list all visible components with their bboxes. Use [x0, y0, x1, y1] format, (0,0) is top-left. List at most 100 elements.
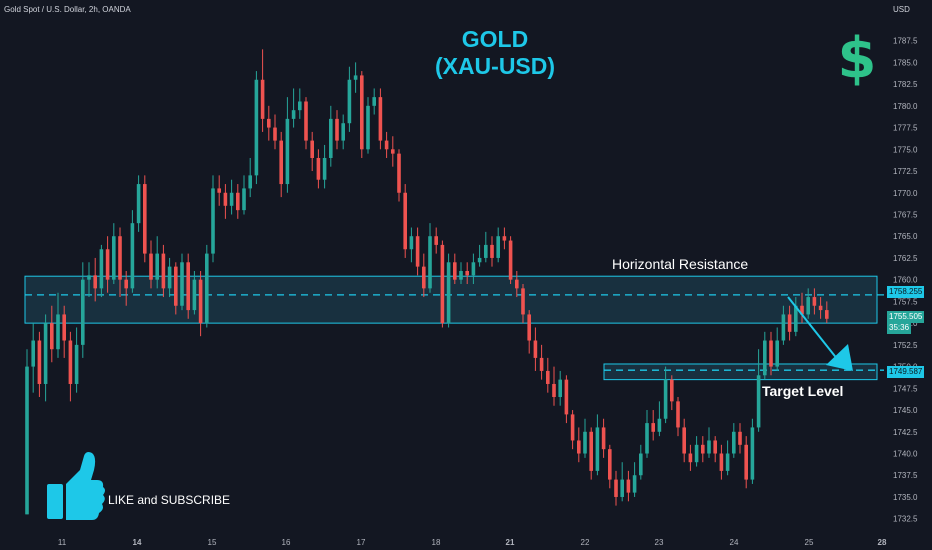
- candle: [508, 236, 513, 285]
- candle-body: [366, 105, 370, 150]
- candle-body: [725, 453, 730, 471]
- candle: [143, 175, 147, 263]
- candle-body: [527, 314, 531, 341]
- candle: [31, 323, 35, 393]
- candle: [577, 427, 581, 463]
- candle: [304, 97, 308, 150]
- candle-body: [546, 370, 550, 384]
- candle-body: [229, 192, 234, 206]
- candle-body: [701, 444, 705, 454]
- candle: [825, 301, 829, 324]
- candle: [248, 157, 252, 198]
- like-subscribe-text[interactable]: LIKE and SUBSCRIBE: [108, 493, 231, 507]
- candle-body: [360, 75, 364, 150]
- target-arrow-shaft: [787, 296, 839, 361]
- candle-body: [180, 262, 184, 306]
- candle-body: [56, 314, 60, 350]
- price-tick-label: 1762.5: [893, 254, 918, 263]
- candle: [180, 253, 184, 311]
- candle-body: [347, 79, 352, 124]
- candle-body: [248, 175, 252, 189]
- candle-body: [484, 244, 488, 258]
- candle: [198, 270, 203, 337]
- time-tick-label: 17: [357, 538, 366, 547]
- candle-body: [223, 192, 228, 206]
- candle: [205, 244, 209, 328]
- time-tick-label: 16: [282, 538, 291, 547]
- candle: [713, 436, 717, 463]
- candle: [750, 418, 755, 484]
- candle: [521, 284, 525, 324]
- candle: [471, 253, 476, 285]
- candle-body: [732, 431, 736, 454]
- time-axis[interactable]: 11 14 15 16 17 18 21 22 23 24 25 28: [58, 538, 887, 547]
- candle-body: [601, 427, 606, 450]
- time-tick-label: 23: [655, 538, 664, 547]
- symbol-info: Gold Spot / U.S. Dollar, 2h, OANDA: [4, 5, 131, 14]
- candle-body: [825, 310, 829, 319]
- candle-body: [99, 249, 104, 289]
- chart-subtitle: (XAU-USD): [434, 53, 556, 79]
- dollar-sign-icon: $: [837, 26, 877, 91]
- candle: [229, 179, 234, 215]
- thumbs-up-hand: [66, 452, 105, 520]
- current-price-tag: 1755.505: [887, 311, 925, 323]
- candle-body: [186, 262, 190, 311]
- currency-label: USD: [893, 5, 910, 14]
- price-tick-label: 1767.5: [893, 210, 918, 219]
- candle-body: [533, 340, 538, 358]
- candle-body: [174, 266, 178, 306]
- candle: [515, 270, 519, 298]
- candle: [719, 444, 724, 480]
- candle: [155, 236, 159, 289]
- candle: [763, 331, 767, 380]
- candle-body: [397, 153, 401, 193]
- candle-body: [31, 340, 35, 367]
- candle: [192, 270, 197, 315]
- candle-body: [161, 253, 166, 289]
- time-tick-label: 28: [878, 538, 887, 547]
- candle: [242, 175, 246, 215]
- candle-body: [236, 192, 240, 211]
- candle: [688, 444, 693, 471]
- time-tick-label: 22: [581, 538, 590, 547]
- candle: [539, 344, 544, 380]
- thumbs-up-icon[interactable]: [47, 452, 105, 520]
- candle-body: [577, 440, 581, 454]
- candle-body: [291, 110, 296, 119]
- candle: [25, 349, 29, 515]
- candle: [769, 331, 773, 376]
- candle-body: [81, 279, 85, 345]
- candle: [428, 223, 432, 293]
- candle-body: [446, 262, 451, 324]
- candle: [738, 423, 742, 454]
- candle-body: [149, 253, 153, 280]
- candle-body: [198, 279, 203, 324]
- price-tick-label: 1770.0: [893, 189, 918, 198]
- candle: [440, 240, 445, 328]
- candle-body: [496, 236, 500, 258]
- candle: [484, 231, 488, 263]
- candle-body: [738, 431, 742, 445]
- candle: [564, 375, 569, 424]
- candle: [639, 444, 643, 480]
- candle: [93, 257, 97, 302]
- candle-body: [558, 379, 562, 398]
- candle-body: [626, 479, 631, 493]
- candle: [614, 470, 618, 506]
- candle-body: [477, 257, 482, 263]
- candle: [267, 105, 271, 141]
- candle-body: [440, 244, 445, 324]
- candle: [186, 253, 190, 319]
- candle: [701, 436, 705, 463]
- price-tick-label: 1742.5: [893, 428, 918, 437]
- candle-body: [564, 379, 569, 415]
- price-tick-label: 1757.5: [893, 297, 918, 306]
- price-axis[interactable]: 1732.5 1735.0 1737.5 1740.0 1742.5 1745.0 1747…: [893, 37, 918, 524]
- candle: [422, 253, 426, 298]
- candle: [434, 227, 438, 254]
- candle-body: [372, 97, 376, 106]
- candle: [149, 240, 153, 289]
